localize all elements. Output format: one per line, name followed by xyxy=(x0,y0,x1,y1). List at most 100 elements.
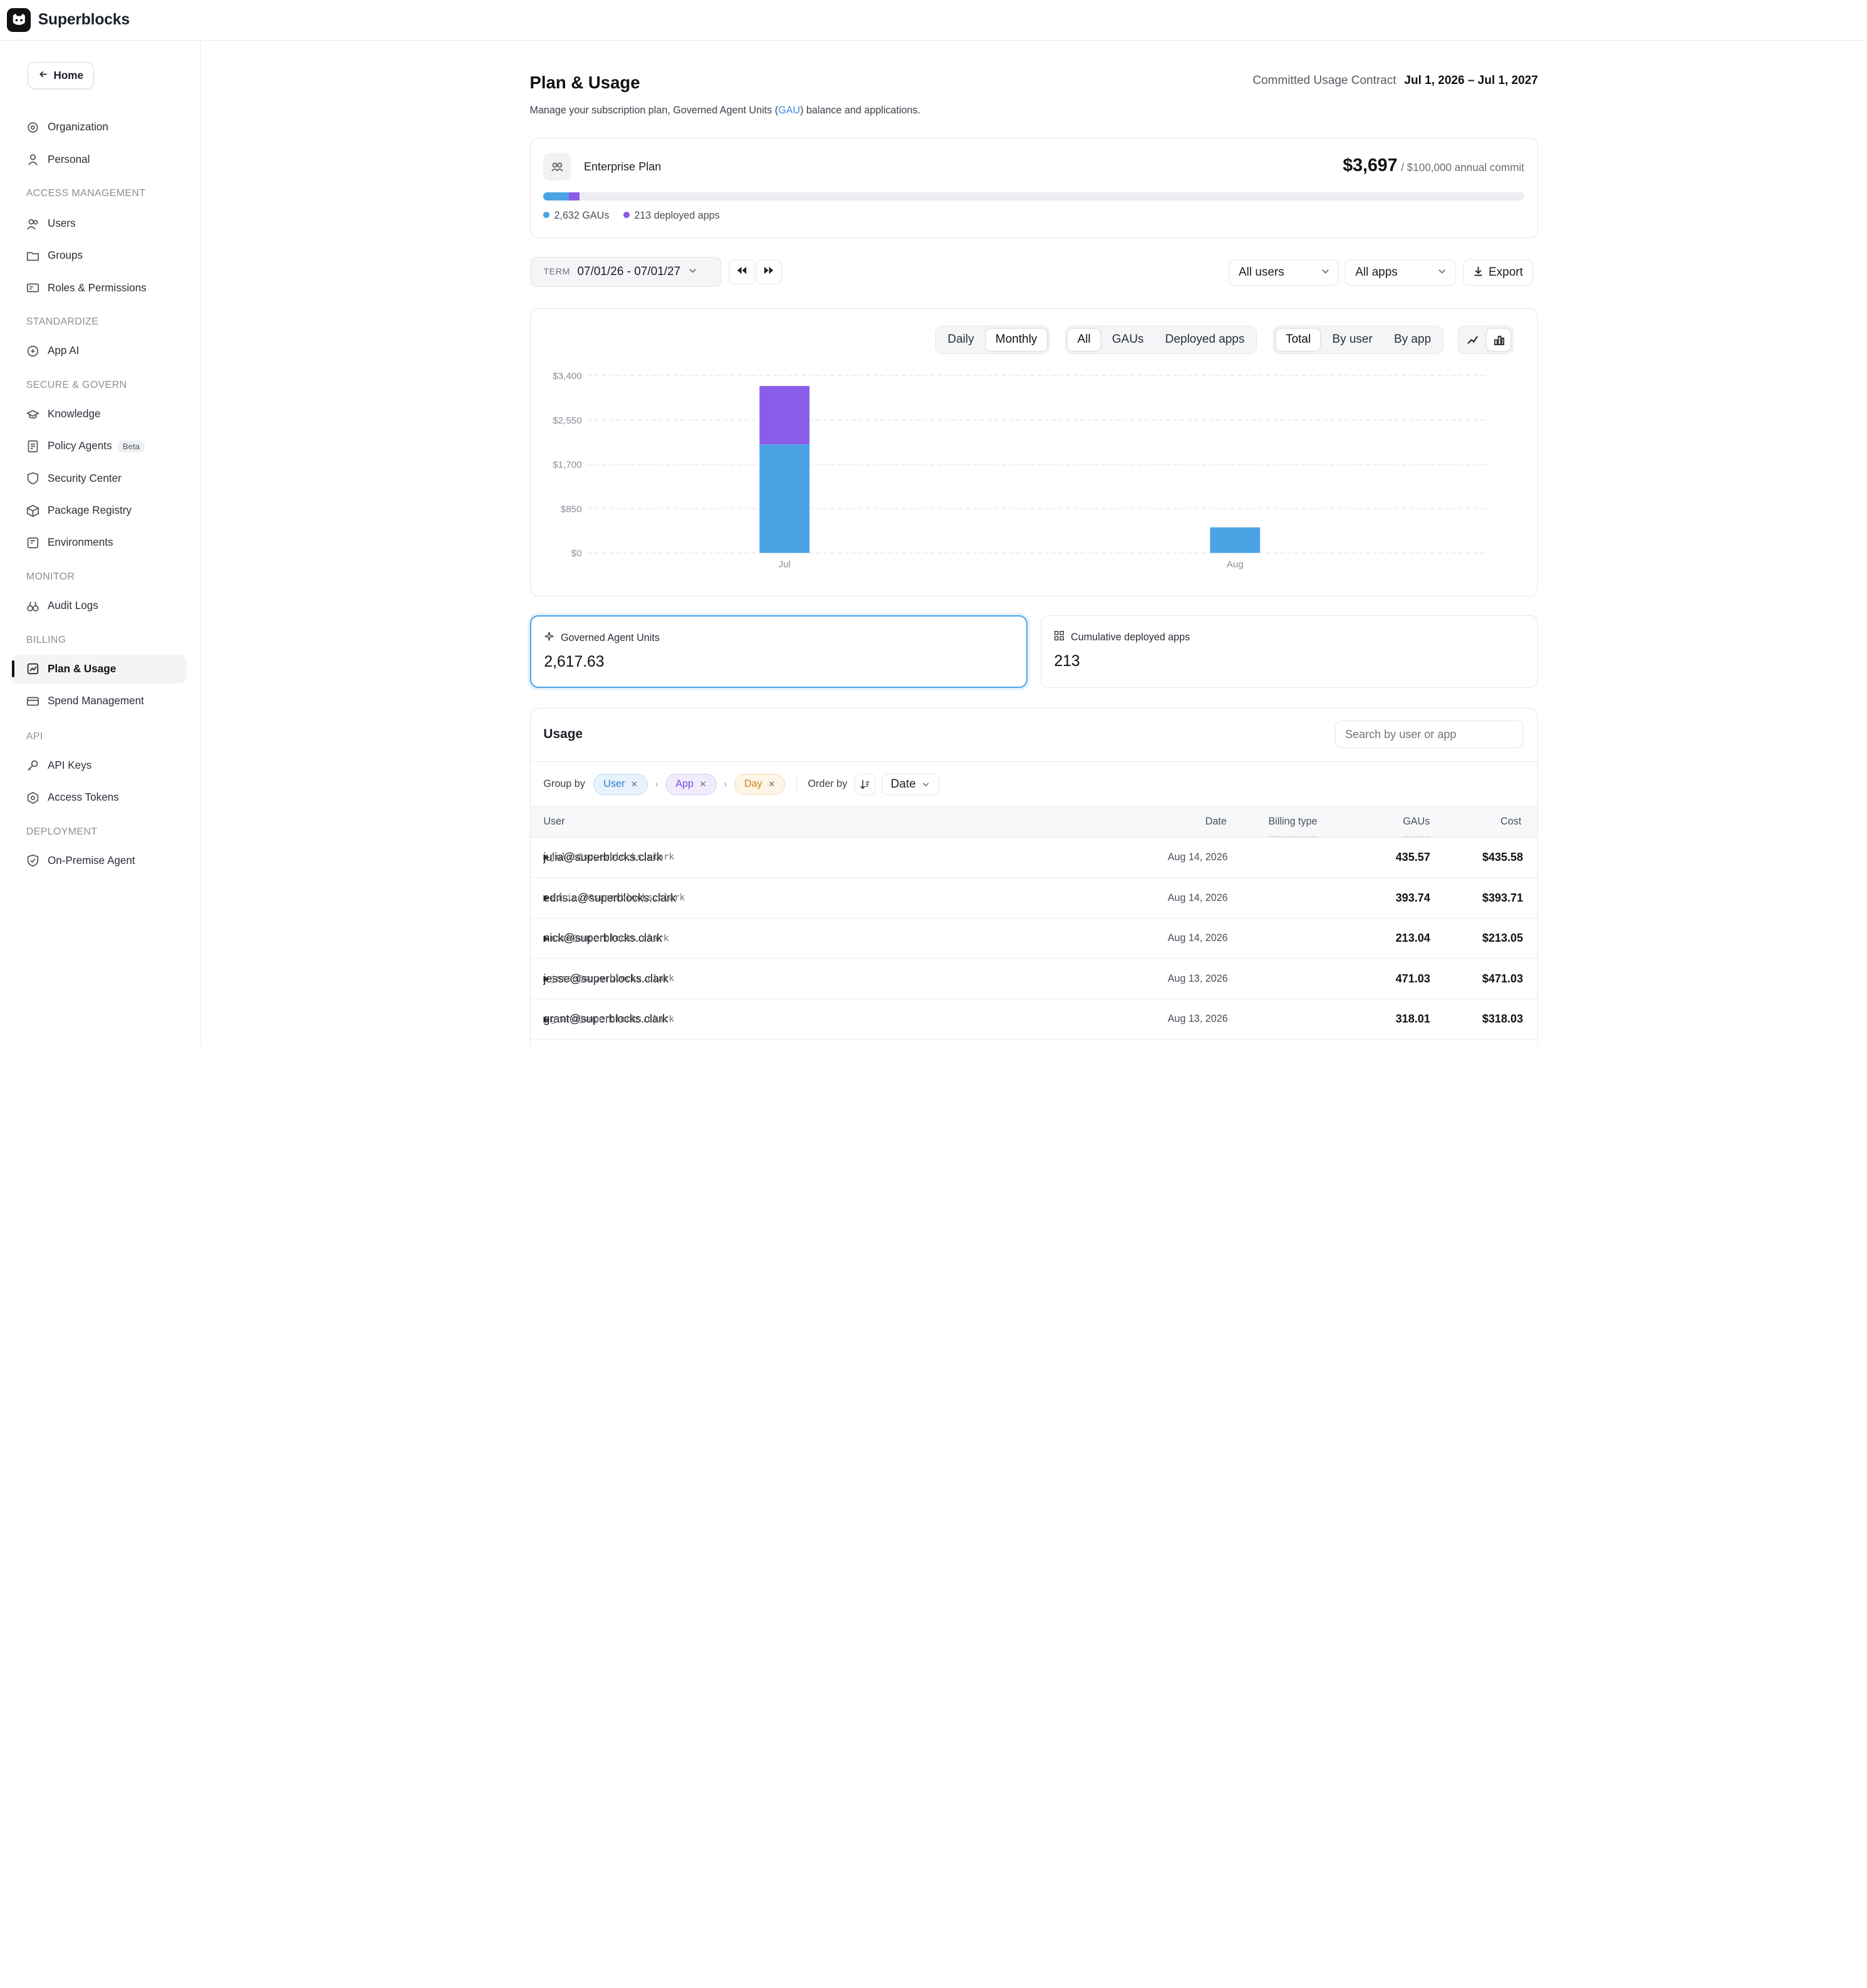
expand-triangle-icon[interactable]: ▶ xyxy=(543,852,550,862)
contract-dates: Jul 1, 2026 – Jul 1, 2027 xyxy=(1404,73,1538,87)
type-deployed-apps-tab[interactable]: Deployed apps xyxy=(1165,333,1245,346)
chart-style-toggle xyxy=(1457,325,1514,355)
superblocks-logo-icon[interactable] xyxy=(7,8,31,32)
sparkle-icon xyxy=(26,345,39,358)
contract-label: Committed Usage Contract xyxy=(1252,73,1396,87)
y-tick-label: $1,700 xyxy=(553,460,581,471)
sidebar-item-policy-agents[interactable]: Policy Agents Beta xyxy=(12,432,187,461)
breakdown-by-app-tab[interactable]: By app xyxy=(1393,333,1432,346)
row-gaus: 435.57 xyxy=(1395,850,1430,863)
app-root: Superblocks Home Organization Personal A… xyxy=(0,8,1867,1047)
app-name: Superblocks xyxy=(38,11,130,28)
column-gaus[interactable]: GAUs xyxy=(1403,807,1430,837)
key-icon xyxy=(26,759,39,772)
table-header: User Date Billing type GAUs Cost xyxy=(530,806,1537,838)
chevron-down-icon xyxy=(1321,266,1330,279)
apps-filter-select[interactable]: All apps xyxy=(1345,259,1456,286)
progress-gau-segment xyxy=(543,192,569,201)
y-tick-label: $850 xyxy=(560,504,581,515)
section-monitor: MONITOR xyxy=(26,571,75,582)
expand-triangle-icon[interactable]: ▶ xyxy=(543,1014,550,1024)
close-icon[interactable]: ✕ xyxy=(630,779,638,789)
column-user[interactable]: User xyxy=(543,816,565,828)
table-row[interactable]: ▶ julia@superblocks.clark julia@superblock… xyxy=(530,838,1537,878)
sidebar-item-package-registry[interactable]: Package Registry xyxy=(12,496,187,525)
column-cost[interactable]: Cost xyxy=(1500,816,1522,828)
previous-term-button[interactable] xyxy=(728,259,755,285)
sort-direction-button[interactable] xyxy=(854,773,876,795)
usage-table-card: Usage Group by User ✕ › App ✕ › Day ✕ Order… xyxy=(529,708,1538,1047)
expand-triangle-icon[interactable]: ▶ xyxy=(543,974,550,984)
group-by-label: Group by xyxy=(543,778,585,790)
sidebar-item-organization[interactable]: Organization xyxy=(12,113,187,142)
plan-progress-bar xyxy=(543,192,1524,201)
sidebar-item-audit-logs[interactable]: Audit Logs xyxy=(12,591,187,620)
users-filter-select[interactable]: All users xyxy=(1228,259,1339,286)
metric-card-deployed-apps[interactable]: Cumulative deployed apps 213 xyxy=(1040,615,1538,689)
chip-user[interactable]: User ✕ xyxy=(593,773,648,795)
table-row[interactable]: ▶ nick@superblocks.clark nick@superblocks.… xyxy=(530,919,1537,959)
sidebar-item-label: Security Center xyxy=(47,472,122,484)
sidebar-item-roles-permissions[interactable]: Roles & Permissions xyxy=(12,274,187,303)
sidebar-item-groups[interactable]: Groups xyxy=(12,242,187,271)
sidebar-item-api-keys[interactable]: API Keys xyxy=(12,751,187,780)
order-by-select[interactable]: Date xyxy=(881,773,939,795)
bar-aug-series-0 xyxy=(1209,527,1260,553)
close-icon[interactable]: ✕ xyxy=(699,779,707,789)
period-daily-tab[interactable]: Daily xyxy=(947,333,974,346)
column-billing-type[interactable]: Billing type xyxy=(1268,807,1318,837)
chip-app[interactable]: App ✕ xyxy=(665,773,717,795)
term-selector[interactable]: TERM 07/01/26 - 07/01/27 xyxy=(529,257,722,287)
export-button[interactable]: Export xyxy=(1463,259,1534,286)
breakdown-total-tab[interactable]: Total xyxy=(1276,329,1321,351)
plan-legend: 2,632 GAUs 213 deployed apps xyxy=(543,210,720,222)
shield-icon xyxy=(26,472,39,485)
row-date: Aug 13, 2026 xyxy=(1167,1013,1228,1025)
type-all-tab[interactable]: All xyxy=(1068,329,1100,351)
section-access-management: ACCESS MANAGEMENT xyxy=(26,188,146,199)
chip-day[interactable]: Day ✕ xyxy=(734,773,786,795)
table-row[interactable]: ▶ grant@superblocks.clark grant@superblock… xyxy=(530,999,1537,1040)
metric-apps-label: Cumulative deployed apps xyxy=(1071,631,1190,643)
sidebar-item-app-ai[interactable]: App AI xyxy=(12,337,187,366)
metric-card-gau[interactable]: Governed Agent Units 2,617.63 xyxy=(529,615,1027,689)
gau-link[interactable]: GAU xyxy=(778,105,801,117)
plan-name: Enterprise Plan xyxy=(584,160,662,173)
bar-jul-series-0 xyxy=(759,444,809,553)
order-by-value: Date xyxy=(890,777,916,791)
progress-apps-segment xyxy=(569,192,580,201)
expand-triangle-icon[interactable]: ▶ xyxy=(543,893,550,903)
line-chart-toggle[interactable] xyxy=(1460,329,1484,350)
sidebar-item-access-tokens[interactable]: Access Tokens xyxy=(12,783,187,812)
sidebar-item-security-center[interactable]: Security Center xyxy=(12,464,187,493)
type-gaus-tab[interactable]: GAUs xyxy=(1111,333,1144,346)
table-row[interactable]: ▶ edris.a@superblocks.clark edris.a@superb… xyxy=(530,878,1537,919)
next-term-button[interactable] xyxy=(756,259,783,285)
home-button[interactable]: Home xyxy=(27,61,95,90)
column-date[interactable]: Date xyxy=(1205,816,1227,828)
sidebar-item-knowledge[interactable]: Knowledge xyxy=(12,400,187,429)
sidebar-item-on-premise-agent[interactable]: On-Premise Agent xyxy=(12,846,187,875)
gear-icon xyxy=(26,121,39,134)
usage-title: Usage xyxy=(543,726,583,741)
sidebar-item-environments[interactable]: Environments xyxy=(12,529,187,558)
bar-chart-toggle[interactable] xyxy=(1487,329,1511,351)
term-value: 07/01/26 - 07/01/27 xyxy=(577,265,681,279)
legend-gau-label: 2,632 GAUs xyxy=(554,210,610,222)
sidebar-item-plan-usage[interactable]: Plan & Usage xyxy=(12,654,187,684)
apps-filter-value: All apps xyxy=(1355,266,1398,279)
sidebar-item-label: Groups xyxy=(47,249,83,262)
breakdown-by-user-tab[interactable]: By user xyxy=(1332,333,1373,346)
sidebar-item-label: API Keys xyxy=(47,759,92,771)
expand-triangle-icon[interactable]: ▶ xyxy=(543,933,550,943)
usage-search-input[interactable] xyxy=(1334,721,1523,749)
sidebar-item-users[interactable]: Users xyxy=(12,209,187,238)
divider xyxy=(796,774,798,794)
close-icon[interactable]: ✕ xyxy=(768,779,776,789)
sidebar-item-spend-management[interactable]: Spend Management xyxy=(12,687,187,716)
rewind-icon xyxy=(736,265,747,279)
row-user-handle: grant@superblocks.clark xyxy=(550,1014,675,1024)
period-monthly-tab[interactable]: Monthly xyxy=(986,329,1047,351)
table-row[interactable]: ▶ jesse@superblocks.clark jesse@superblock… xyxy=(530,959,1537,1000)
sidebar-item-personal[interactable]: Personal xyxy=(12,145,187,174)
